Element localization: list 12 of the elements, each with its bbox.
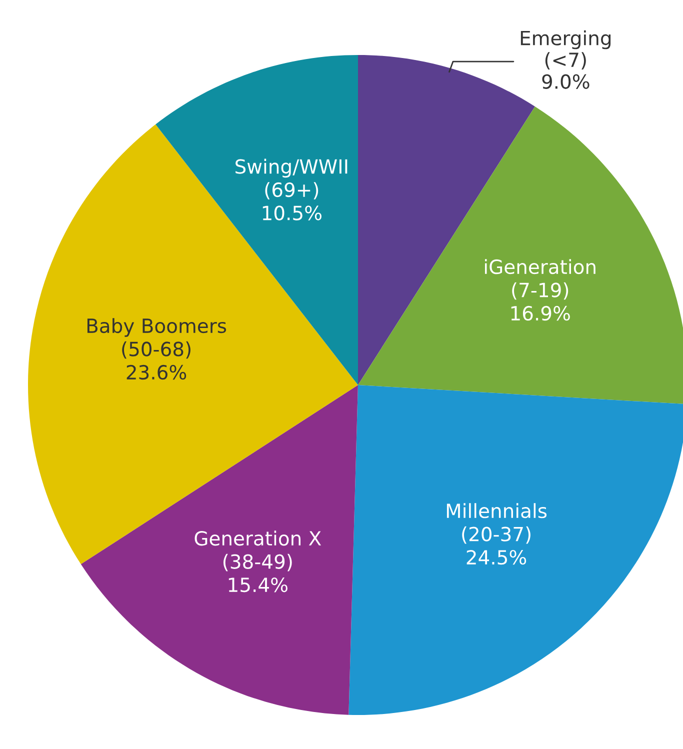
slice-label: Generation X (38-49) [194, 530, 322, 572]
data-label: 10.5% [262, 206, 322, 220]
data-label: 23.6% [126, 364, 186, 380]
slice-label: Baby Boomers (50-68) [87, 318, 226, 359]
data-label: 9.0% [542, 74, 590, 89]
slice-label: Emerging (<7) [520, 30, 611, 70]
slice-label: iGeneration (7-19) [485, 259, 596, 300]
slice-label: Swing/WWII (69+) [236, 158, 348, 200]
data-label: 16.9% [511, 306, 570, 321]
data-label: 24.5% [466, 550, 526, 565]
data-label: 15.4% [228, 577, 288, 592]
slice-label: Millennials (20-37) [446, 503, 547, 544]
